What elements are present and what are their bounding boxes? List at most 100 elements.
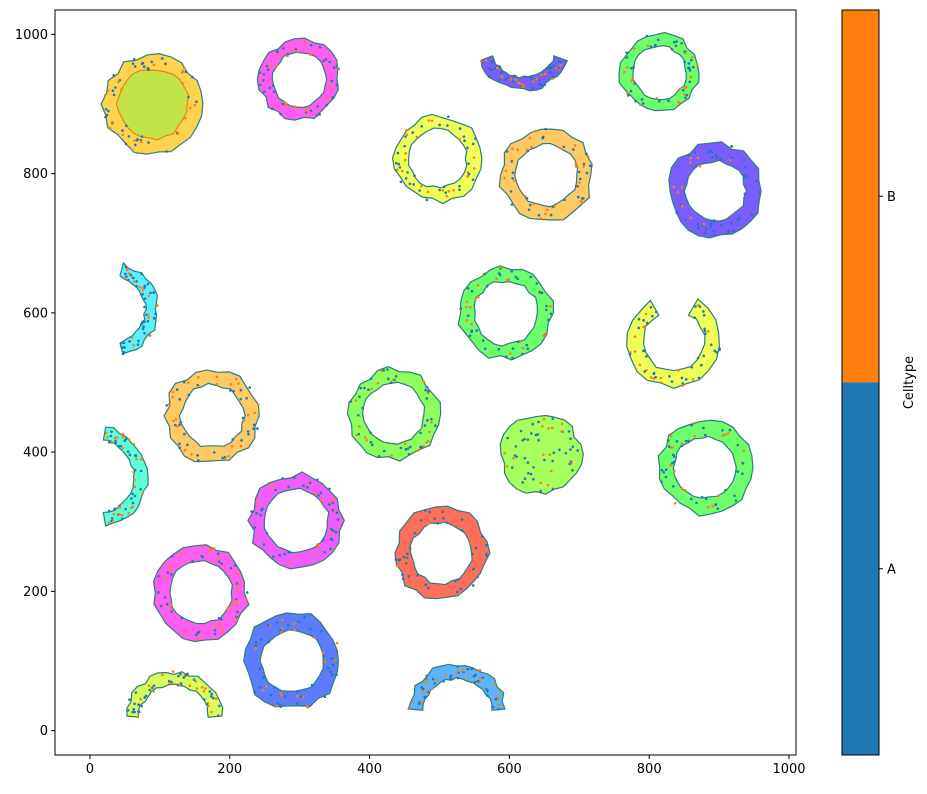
cell-point (549, 213, 553, 217)
region-9 (457, 265, 555, 361)
cell-point (466, 146, 469, 150)
cell-point (148, 688, 152, 692)
cell-point (328, 85, 331, 89)
cell-point (307, 106, 311, 110)
cell-point (235, 615, 238, 619)
cell-point (246, 430, 250, 433)
cell-point (732, 230, 735, 233)
cell-point (136, 715, 140, 719)
cell-point (261, 688, 265, 692)
cell-point (569, 437, 572, 441)
cell-point (118, 506, 122, 509)
cell-point (478, 669, 482, 672)
cell-point (398, 166, 402, 169)
cell-point (132, 344, 135, 347)
cell-point (519, 429, 523, 433)
cell-point (107, 509, 111, 513)
cell-point (633, 335, 637, 338)
cell-point (165, 602, 169, 606)
cell-point (407, 575, 411, 578)
cell-point (335, 641, 339, 645)
cell-point (471, 584, 475, 587)
cell-point (262, 543, 266, 546)
cell-point (363, 436, 367, 439)
cell-point (170, 573, 173, 576)
cell-point (312, 553, 316, 557)
cell-point (215, 375, 219, 379)
cell-point (537, 420, 540, 424)
cell-point (406, 552, 409, 556)
cell-point (523, 456, 527, 460)
cell-point (399, 180, 403, 184)
cell-point (333, 497, 336, 501)
cell-point (638, 363, 642, 367)
cell-point (218, 704, 221, 708)
cell-point (303, 109, 307, 113)
region-shape (346, 366, 442, 462)
cell-point (382, 449, 386, 453)
cell-point (132, 276, 135, 280)
cell-point (403, 144, 406, 148)
cell-point (460, 518, 464, 521)
cell-point (113, 507, 116, 510)
cell-point (330, 79, 334, 83)
cell-point (510, 203, 514, 206)
cell-point (181, 82, 184, 85)
cell-point (265, 685, 268, 688)
cell-point (486, 694, 489, 697)
cell-point (544, 127, 547, 131)
cell-point (191, 75, 194, 79)
cell-point (543, 83, 547, 87)
cell-point (419, 431, 422, 435)
cell-point (323, 695, 327, 699)
cell-point (652, 377, 655, 380)
cell-point (137, 703, 140, 706)
cell-point (571, 445, 575, 449)
colorbar-label: Celltype (902, 356, 917, 409)
cell-point (245, 598, 248, 601)
cell-point (503, 451, 506, 455)
cell-point (506, 436, 509, 440)
cell-point (287, 485, 290, 489)
cell-point (132, 280, 136, 283)
cell-point (431, 687, 434, 690)
cell-point (547, 66, 550, 70)
cell-point (444, 191, 448, 194)
cell-point (625, 56, 629, 59)
cell-point (331, 96, 334, 99)
cell-point (321, 538, 325, 542)
cell-point (512, 75, 516, 79)
cell-point (664, 468, 668, 472)
cell-point (187, 393, 191, 397)
cell-point (469, 541, 473, 545)
cell-point (693, 151, 696, 154)
cell-point (414, 526, 417, 529)
cell-point (433, 517, 436, 520)
cell-point (212, 547, 216, 550)
cell-point (567, 430, 571, 433)
cell-point (629, 351, 632, 354)
cell-point (745, 175, 749, 178)
cell-point (124, 507, 127, 511)
cell-point (497, 698, 500, 701)
cell-point (689, 216, 693, 219)
cell-point (531, 86, 534, 90)
cell-point (530, 432, 533, 435)
cell-point (187, 95, 190, 99)
cell-point (564, 60, 568, 63)
cell-point (684, 96, 687, 100)
cell-point (549, 312, 553, 316)
cell-point (462, 135, 466, 138)
cell-point (416, 574, 419, 577)
cell-point (209, 695, 213, 698)
cell-point (718, 348, 721, 352)
cell-point (715, 156, 719, 160)
cell-point (369, 377, 373, 380)
cell-point (150, 60, 154, 64)
cell-point (358, 425, 361, 428)
cell-point (286, 623, 290, 627)
cell-point (133, 468, 137, 472)
cell-point (513, 179, 516, 182)
cell-point (541, 424, 544, 428)
cell-point (334, 530, 338, 534)
